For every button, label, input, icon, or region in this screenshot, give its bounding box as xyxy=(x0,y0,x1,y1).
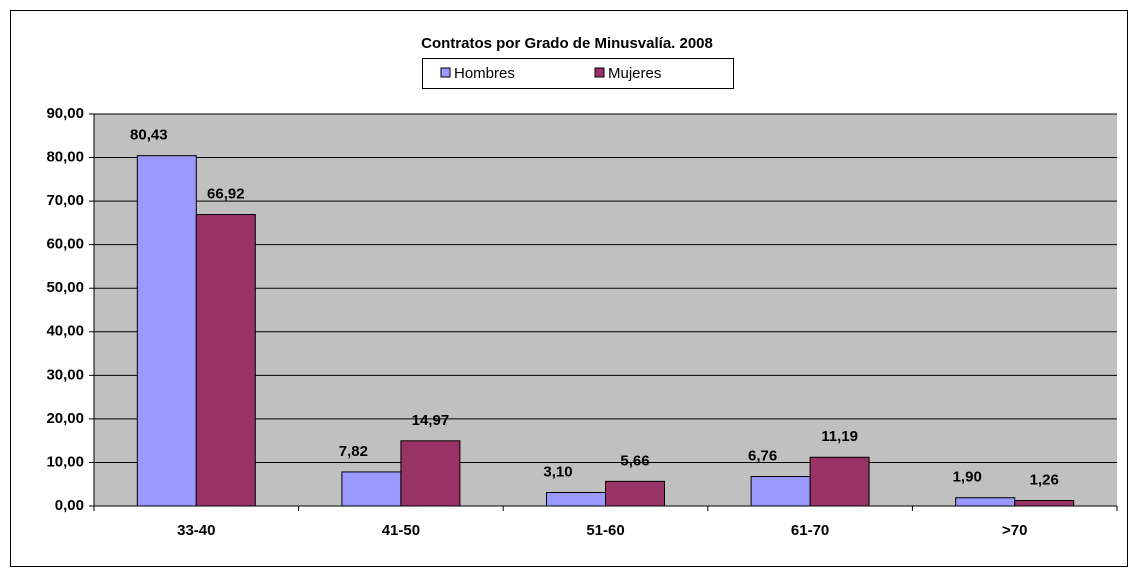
value-label: 14,97 xyxy=(412,412,450,429)
value-label: 5,66 xyxy=(620,452,649,469)
legend xyxy=(422,58,734,89)
bar xyxy=(605,480,665,507)
bar xyxy=(341,471,402,507)
legend-swatch xyxy=(440,67,451,78)
value-label: 3,10 xyxy=(543,463,572,480)
y-tick-label: 50,00 xyxy=(46,279,84,296)
value-label: 1,26 xyxy=(1030,471,1059,488)
y-tick-label: 80,00 xyxy=(46,149,84,166)
bar xyxy=(750,476,811,507)
y-tick-label: 60,00 xyxy=(46,236,84,253)
y-tick-label: 20,00 xyxy=(46,410,84,427)
bar xyxy=(195,214,256,507)
x-tick-label: 61-70 xyxy=(791,522,829,539)
y-tick-label: 30,00 xyxy=(46,366,84,383)
x-tick-label: 33-40 xyxy=(177,522,215,539)
bar xyxy=(809,456,870,507)
x-tick-label: 41-50 xyxy=(382,522,420,539)
bar xyxy=(1014,500,1075,507)
value-label: 66,92 xyxy=(207,185,245,202)
value-label: 7,82 xyxy=(339,443,368,460)
legend-label: Hombres xyxy=(454,65,515,82)
bar xyxy=(400,440,461,507)
value-label: 6,76 xyxy=(748,448,777,465)
value-label: 11,19 xyxy=(821,428,858,445)
y-tick-label: 70,00 xyxy=(46,192,84,209)
y-tick-label: 10,00 xyxy=(46,453,84,470)
y-tick-label: 0,00 xyxy=(55,497,84,514)
y-tick-label: 90,00 xyxy=(46,105,84,122)
x-tick-label: >70 xyxy=(1002,522,1027,539)
x-tick-label: 51-60 xyxy=(586,522,624,539)
value-label: 80,43 xyxy=(130,127,168,144)
bar xyxy=(136,155,197,507)
bar xyxy=(546,491,606,507)
legend-label: Mujeres xyxy=(608,65,661,82)
chart-title: Contratos por Grado de Minusvalía. 2008 xyxy=(421,35,713,52)
plot-area xyxy=(94,114,1117,506)
bar xyxy=(955,497,1016,507)
y-tick-label: 40,00 xyxy=(46,323,84,340)
legend-swatch xyxy=(594,67,605,78)
value-label: 1,90 xyxy=(953,469,982,486)
